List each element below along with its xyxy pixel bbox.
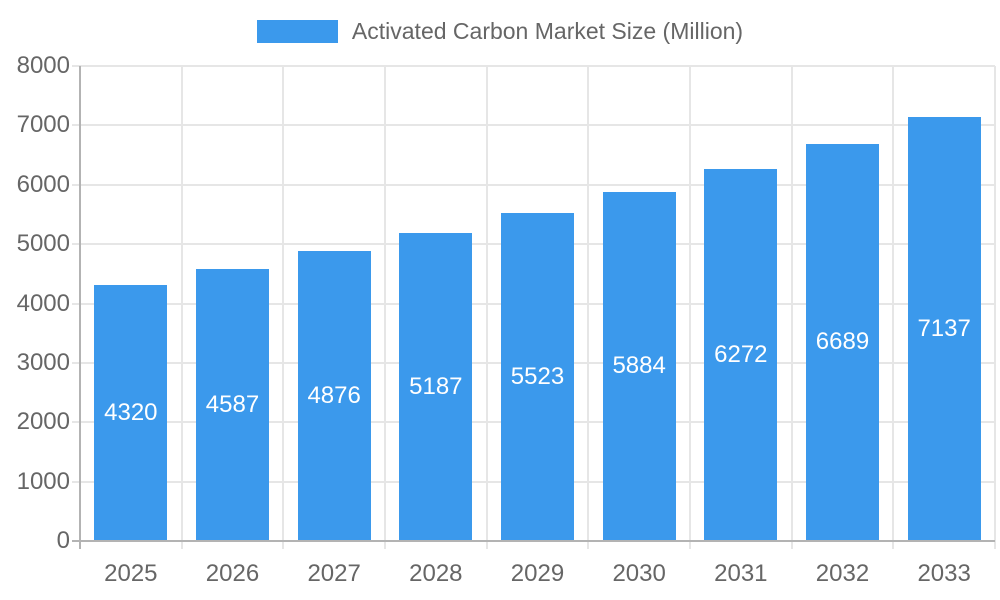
x-axis-tick-label: 2031 xyxy=(714,560,768,587)
y-axis-tick-label: 5000 xyxy=(16,230,70,258)
x-gridline xyxy=(689,66,691,549)
y-axis-tick-label: 4000 xyxy=(16,289,70,317)
bar-value-label: 4587 xyxy=(205,390,260,418)
bar-2033 xyxy=(907,117,981,541)
x-axis-tick-label: 2032 xyxy=(815,560,870,587)
x-gridline xyxy=(790,66,793,549)
legend: Activated Carbon Market Size (Million) xyxy=(0,17,1000,45)
bar-value-label: 5187 xyxy=(409,373,463,400)
x-axis-tick-label: 2033 xyxy=(917,560,971,587)
y-gridline xyxy=(72,65,995,67)
bar-value-label: 5523 xyxy=(510,363,565,391)
legend-swatch[interactable] xyxy=(256,19,338,43)
x-axis-tick-label: 2026 xyxy=(205,560,260,587)
x-gridline xyxy=(994,66,996,549)
x-axis-tick-label: 2029 xyxy=(510,560,565,587)
bar-2029 xyxy=(501,213,574,541)
bar-2032 xyxy=(806,143,879,541)
y-axis-tick-label: 0 xyxy=(56,527,70,554)
x-gridline xyxy=(180,66,183,549)
y-gridline xyxy=(72,183,995,186)
y-gridline xyxy=(72,124,995,127)
y-axis-tick-label: 2000 xyxy=(16,408,70,436)
y-axis-tick-label: 3000 xyxy=(16,348,70,376)
bar-2031 xyxy=(704,168,778,541)
bar-value-label: 6689 xyxy=(815,328,870,356)
x-gridline xyxy=(384,66,386,549)
x-axis-tick-label: 2030 xyxy=(612,560,666,587)
y-axis-tick-label: 8000 xyxy=(16,52,70,79)
bar-2030 xyxy=(602,191,676,541)
bar-2025 xyxy=(94,284,168,541)
x-gridline xyxy=(892,66,895,549)
x-axis-line-overlay xyxy=(72,540,995,542)
y-axis-tick-label: 6000 xyxy=(16,170,70,198)
x-axis-tick-label: 2027 xyxy=(307,560,361,587)
y-axis-line xyxy=(79,66,81,549)
bar-value-label: 7137 xyxy=(917,315,971,343)
x-gridline xyxy=(485,66,488,549)
bar-value-label: 6272 xyxy=(714,340,768,368)
bar-value-label: 4320 xyxy=(104,398,158,426)
bar-value-label: 5884 xyxy=(612,352,666,380)
legend-label[interactable]: Activated Carbon Market Size (Million) xyxy=(351,18,744,44)
bar-2028 xyxy=(399,233,473,541)
bar-2026 xyxy=(196,268,269,541)
x-axis-tick-label: 2028 xyxy=(409,560,463,587)
x-gridline xyxy=(282,66,285,549)
y-axis-tick-label: 1000 xyxy=(16,467,70,495)
bar-value-label: 4876 xyxy=(307,382,361,410)
bar-2027 xyxy=(297,251,371,541)
x-axis-tick-label: 2025 xyxy=(104,560,158,587)
x-gridline xyxy=(587,66,590,549)
y-axis-tick-label: 7000 xyxy=(16,111,70,139)
